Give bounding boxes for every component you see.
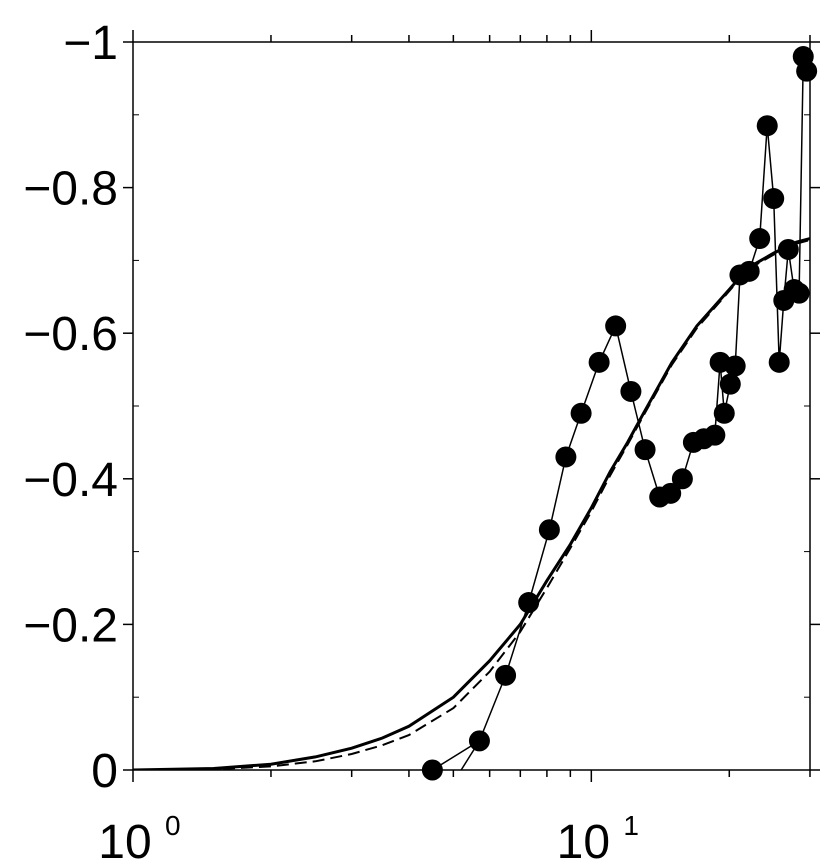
data-point (421, 759, 443, 781)
series-layer (133, 46, 818, 781)
data-point (704, 424, 726, 446)
data-point (671, 468, 693, 490)
data-point (719, 373, 741, 395)
y-tick-label: −0.4 (23, 454, 118, 507)
data-point (588, 351, 610, 373)
series-lines (133, 56, 811, 770)
model-curve-dashed (133, 239, 811, 770)
y-tick-label: −0.8 (23, 163, 118, 216)
data-point (620, 380, 642, 402)
data-point (605, 315, 627, 337)
data-point (570, 402, 592, 424)
y-tick-label: 0 (91, 745, 118, 798)
data-point (468, 730, 490, 752)
data-point (749, 228, 771, 250)
data-point (555, 446, 577, 468)
x-tick-label-exponent: 1 (623, 810, 639, 841)
y-tick-label: −1 (63, 17, 118, 70)
plot-frame (132, 41, 811, 771)
data-point (518, 592, 540, 614)
x-axis: 10 0 10 1 (98, 30, 811, 863)
y-tick-label: −0.2 (23, 599, 118, 652)
data-point (538, 519, 560, 541)
model-curve-solid (133, 237, 811, 770)
data-point (634, 439, 656, 461)
x-tick-label: 10 (98, 816, 151, 863)
data-point (495, 664, 517, 686)
x-tick-label-exponent: 0 (165, 810, 181, 841)
plot-border (132, 41, 811, 771)
data-point (713, 402, 735, 424)
x-tick-label: 10 (557, 816, 610, 863)
data-point (796, 60, 818, 82)
data-point (660, 482, 682, 504)
data-point (788, 282, 810, 304)
data-point (763, 188, 785, 210)
x-tick-label-base: 10 (557, 816, 610, 863)
x-tick-label-base: 10 (98, 816, 151, 863)
data-point (756, 115, 778, 137)
y-tick-label: −0.6 (23, 308, 118, 361)
data-point (738, 260, 760, 282)
y-axis: 0 −0.2 −0.4 −0.6 −0.8 −1 (23, 17, 820, 798)
data-point (768, 351, 790, 373)
data-point (777, 238, 799, 260)
data-point (724, 355, 746, 377)
